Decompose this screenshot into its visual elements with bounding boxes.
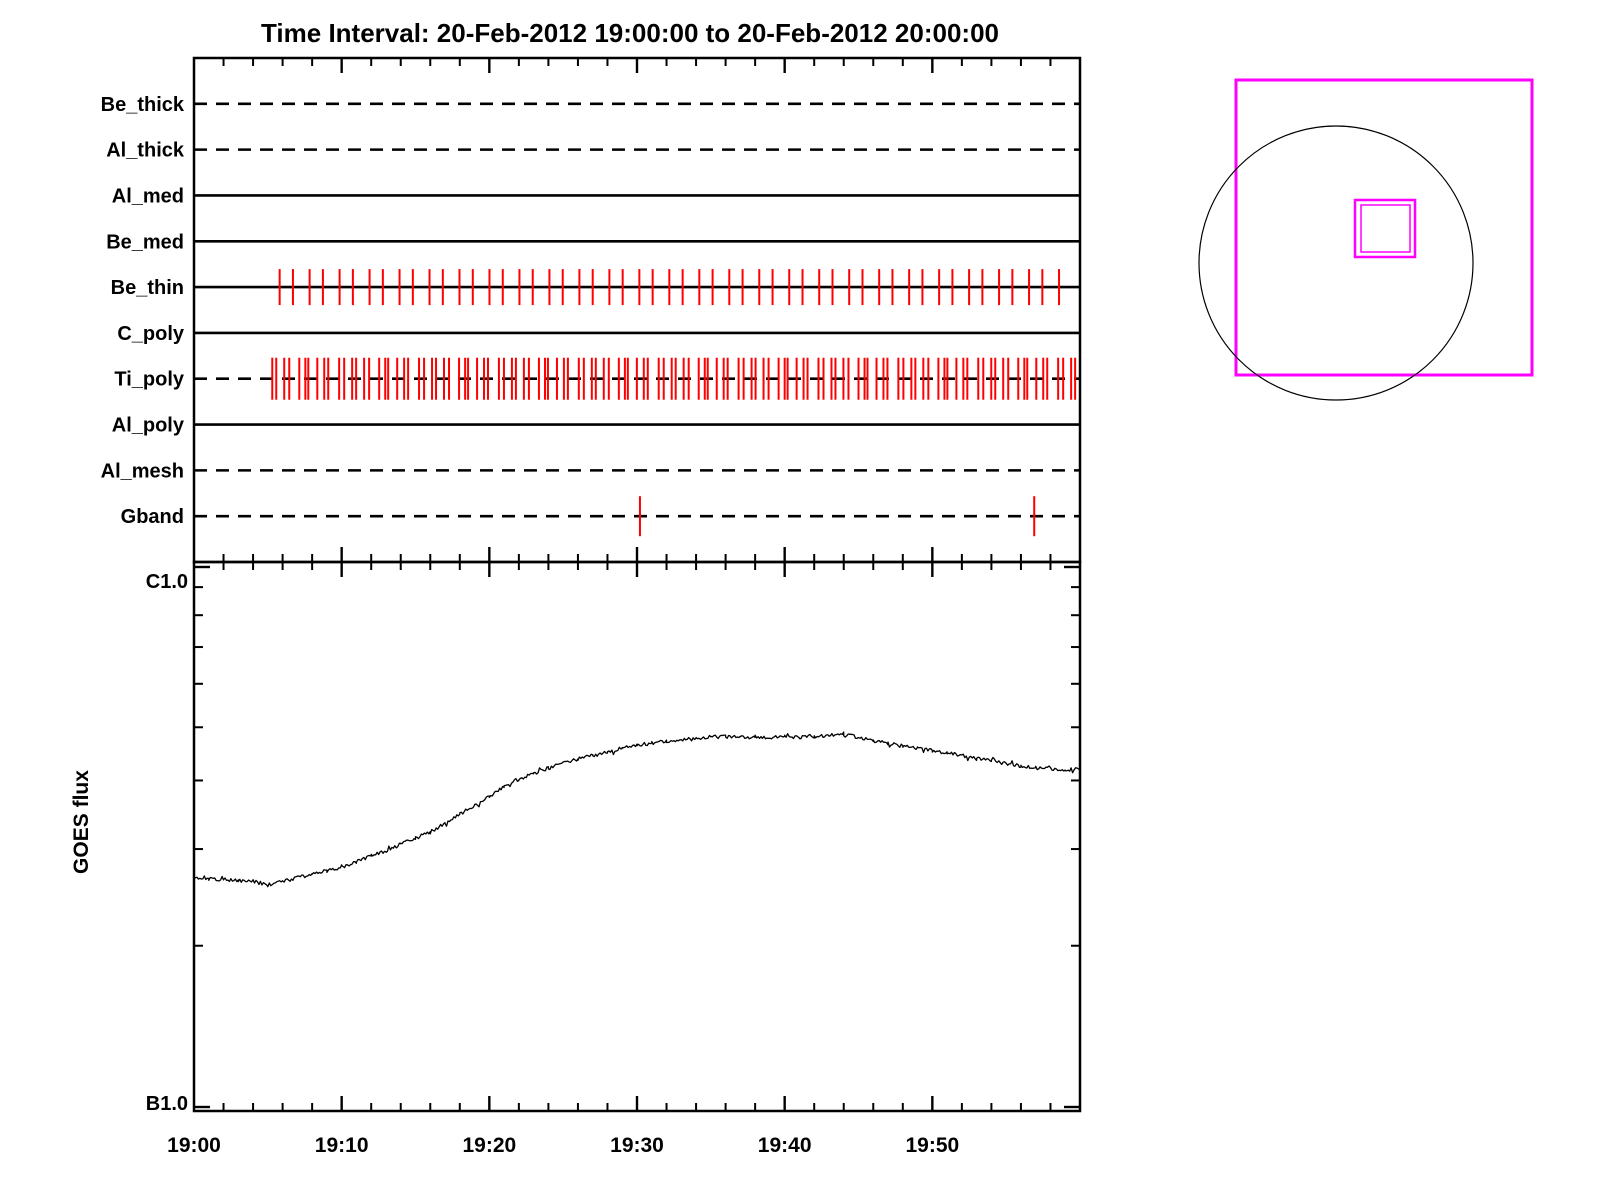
filter-row-label-Gband: Gband	[121, 506, 184, 528]
filter-row-label-Be_med: Be_med	[106, 231, 184, 253]
y-axis-bottom-label: B1.0	[146, 1093, 188, 1115]
filter-row-label-Al_mesh: Al_mesh	[101, 460, 184, 482]
y-axis-top-label: C1.0	[146, 571, 188, 593]
x-tick-label: 19:30	[610, 1134, 664, 1157]
fov-inner-square-inner-line	[1360, 204, 1411, 253]
filter-row-label-Ti_poly: Ti_poly	[114, 369, 185, 391]
goes-flux-curve	[193, 731, 1081, 888]
filter-rows-group: Be_thick Al_thick Al_med Be_med Be_thin C_pol…	[101, 94, 1080, 528]
fov-inner-square	[1353, 198, 1417, 259]
filter-row-label-Be_thick: Be_thick	[101, 94, 185, 116]
x-tick-labels-group: 19:00 19:10 19:20 19:30 19:40 19:50	[167, 1134, 959, 1157]
fov-outer-square	[1234, 78, 1534, 377]
filter-panel-border	[192, 56, 1082, 564]
filter-row-label-Al_poly: Al_poly	[112, 415, 185, 437]
plot-title: Time Interval: 20-Feb-2012 19:00:00 to 2…	[261, 18, 999, 48]
goes-panel-border	[192, 560, 1082, 1113]
filter-row-label-Al_thick: Al_thick	[106, 140, 185, 162]
x-tick-label: 19:00	[167, 1134, 221, 1157]
x-tick-label: 19:10	[315, 1134, 369, 1157]
goes-curve-group	[193, 731, 1081, 888]
x-tick-label: 19:40	[758, 1134, 812, 1157]
filter-row-label-Be_thin: Be_thin	[111, 277, 184, 299]
y-axis-title: GOES flux	[70, 770, 93, 874]
x-tick-label: 19:20	[462, 1134, 516, 1157]
axis-ticks-group	[194, 58, 1080, 1111]
x-tick-label: 19:50	[905, 1134, 959, 1157]
filter-row-label-C_poly: C_poly	[117, 323, 185, 345]
exposure-ticks-group	[271, 269, 1077, 537]
filter-row-label-Al_med: Al_med	[112, 185, 184, 207]
solar-limb-circle	[1198, 125, 1474, 401]
